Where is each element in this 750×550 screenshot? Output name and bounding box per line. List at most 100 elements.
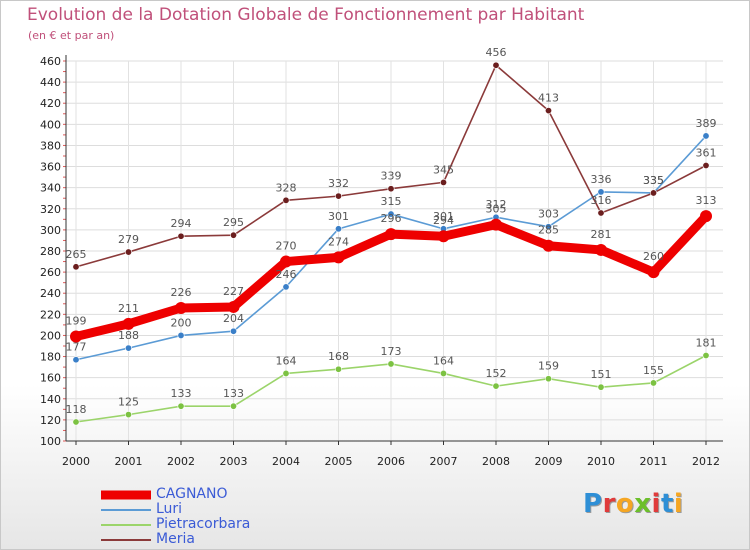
legend-label: CAGNANO: [156, 486, 228, 502]
value-label: 315: [381, 195, 402, 208]
value-label: 200: [171, 316, 192, 329]
value-label: 226: [171, 286, 192, 299]
data-point: [72, 418, 80, 426]
data-point: [492, 61, 500, 69]
value-label: 281: [591, 228, 612, 241]
y-tick-label: 340: [40, 182, 61, 195]
data-point: [597, 188, 605, 196]
data-point: [702, 351, 710, 359]
data-point: [280, 255, 292, 268]
value-label: 211: [118, 302, 139, 315]
y-tick-label: 200: [40, 329, 61, 342]
value-label: 181: [696, 337, 717, 350]
data-point: [702, 162, 710, 170]
data-point: [387, 185, 395, 193]
value-label: 125: [118, 396, 139, 409]
y-tick-label: 120: [40, 414, 61, 427]
value-label: 456: [486, 46, 507, 59]
value-label: 301: [328, 210, 349, 223]
data-point: [70, 330, 82, 343]
value-label: 118: [66, 403, 87, 416]
data-point: [647, 266, 660, 279]
data-point: [492, 382, 500, 390]
value-label: 301: [433, 210, 454, 223]
data-point: [334, 192, 342, 200]
value-label: 328: [276, 181, 297, 194]
data-point: [227, 300, 240, 313]
value-label: 313: [696, 194, 717, 207]
y-tick-label: 400: [40, 118, 61, 131]
y-tick-label: 460: [40, 55, 61, 68]
series-luri: [72, 132, 710, 364]
value-label: 413: [538, 92, 559, 105]
data-point: [282, 283, 290, 291]
value-label: 303: [538, 208, 559, 221]
value-label: 270: [276, 240, 297, 253]
data-point: [334, 225, 342, 233]
y-tick-label: 180: [40, 351, 61, 364]
x-tick-label: 2004: [272, 455, 300, 468]
value-label: 159: [538, 360, 559, 373]
x-tick-label: 2008: [482, 455, 510, 468]
y-tick-label: 420: [40, 97, 61, 110]
data-point: [332, 251, 345, 264]
value-label: 265: [66, 248, 87, 261]
data-point: [72, 356, 80, 364]
legend-swatch: [101, 523, 151, 526]
series-lines: [70, 61, 712, 426]
axes: 100 120 140 160 180 200 220 240 260 280 300 320 340 3…: [40, 55, 723, 468]
y-tick-label: 440: [40, 76, 61, 89]
data-point: [230, 231, 238, 239]
chart-subtitle: (en € et par an): [28, 29, 115, 42]
value-label: 164: [433, 354, 454, 367]
y-tick-label: 260: [40, 266, 61, 279]
x-tick-label: 2003: [220, 455, 248, 468]
legend-swatch: [101, 538, 151, 541]
legend-label: Meria: [156, 531, 195, 547]
data-point: [544, 107, 552, 115]
series-pietracorbara: [72, 351, 710, 426]
data-point: [177, 331, 185, 339]
data-point: [385, 228, 397, 241]
data-point: [230, 402, 238, 410]
value-label: 151: [591, 368, 612, 381]
grid: [66, 60, 723, 442]
data-point: [125, 248, 133, 256]
legend-swatch: [101, 508, 151, 511]
y-tick-label: 240: [40, 287, 61, 300]
x-tick-label: 2012: [692, 455, 720, 468]
value-label: 168: [328, 350, 349, 363]
data-labels: 199 211 226 227 270 274 296 294 305 285 281 260 313 1…: [66, 46, 717, 416]
line-chart: 100 120 140 160 180 200 220 240 260 280 300 320 340 3…: [40, 46, 723, 468]
y-tick-label: 280: [40, 245, 61, 258]
value-label: 296: [381, 212, 402, 225]
value-label: 305: [486, 203, 507, 216]
data-point: [72, 263, 80, 271]
data-point: [649, 379, 657, 387]
value-label: 274: [328, 235, 349, 248]
series-cagnano: [70, 210, 712, 343]
data-point: [437, 230, 450, 243]
value-label: 133: [171, 387, 192, 400]
value-label: 177: [66, 341, 87, 354]
data-point: [439, 369, 447, 377]
y-tick-label: 100: [40, 435, 61, 448]
data-point: [387, 210, 395, 218]
value-label: 389: [696, 117, 717, 130]
y-tick-label: 160: [40, 372, 61, 385]
y-tick-label: 300: [40, 224, 61, 237]
value-label: 199: [66, 315, 87, 328]
value-label: 204: [223, 312, 244, 325]
data-point: [230, 327, 238, 335]
legend-swatch: [101, 490, 151, 499]
data-point: [595, 243, 607, 256]
value-label: 188: [118, 329, 139, 342]
data-point: [334, 365, 342, 373]
y-tick-label: 380: [40, 139, 61, 152]
x-tick-label: 2001: [115, 455, 143, 468]
data-point: [700, 210, 712, 223]
data-point: [282, 369, 290, 377]
x-tick-label: 2006: [377, 455, 405, 468]
data-point: [542, 239, 555, 252]
